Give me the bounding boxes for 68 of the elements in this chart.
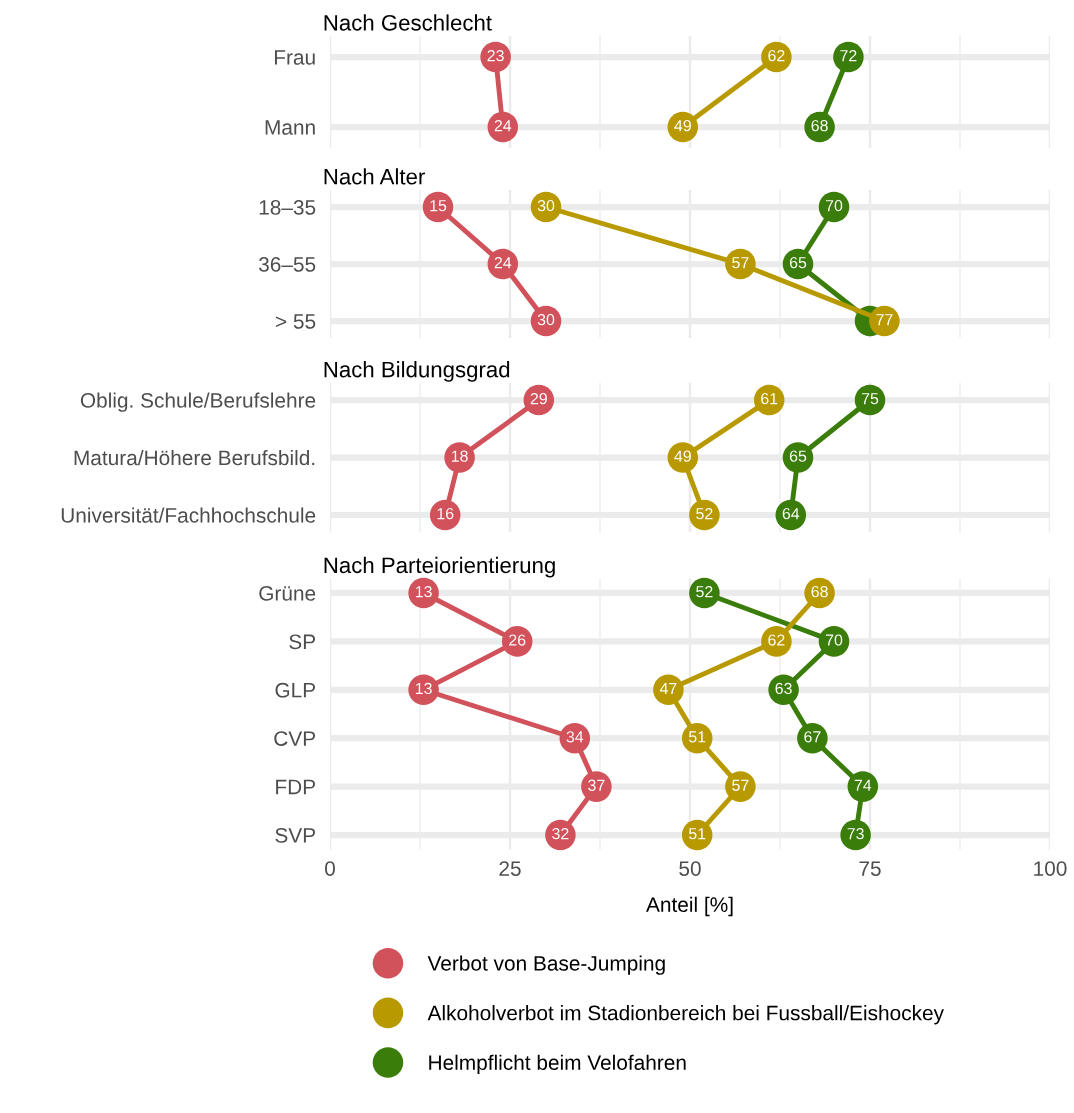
data-label: 65: [789, 256, 807, 269]
data-label: 75: [861, 393, 879, 405]
data-label: 18: [451, 450, 468, 462]
data-label: 13: [415, 682, 432, 695]
x-tick-label: 25: [499, 861, 521, 876]
data-label: 62: [768, 49, 785, 62]
data-label: 29: [530, 392, 547, 405]
data-label: 32: [552, 827, 569, 840]
y-tick-label: SP: [289, 634, 316, 650]
data-label: 68: [811, 585, 828, 598]
y-tick-label: FDP: [276, 779, 316, 795]
data-label: 47: [659, 682, 677, 694]
data-label: 77: [876, 314, 893, 326]
y-tick-label: SVP: [275, 828, 316, 843]
data-label: 34: [566, 731, 584, 743]
data-label: 65: [789, 450, 807, 462]
data-label: 64: [782, 507, 800, 520]
y-tick-label: 18–35: [259, 200, 316, 215]
data-label: 68: [811, 119, 828, 132]
y-tick-label: Oblig. Schule/Berufslehre: [80, 392, 316, 412]
data-label: 37: [588, 779, 605, 791]
data-label: 16: [437, 507, 454, 520]
data-label: 74: [854, 779, 872, 791]
y-tick-label: 36–55: [258, 257, 316, 272]
y-tick-label: CVP: [274, 731, 316, 746]
x-tick-label: 0: [325, 861, 335, 876]
chart-title: Nach Alter: [324, 168, 425, 185]
data-label: 62: [768, 634, 785, 646]
data-label: 52: [696, 507, 713, 520]
legend-label: Alkoholverbot im Stadionbereich bei Fussball/Eishockey: [427, 1005, 944, 1025]
y-tick-label: Frau: [274, 50, 315, 65]
x-tick-label: 75: [859, 861, 881, 876]
data-label: 23: [487, 49, 504, 62]
legend-label: Verbot von Base-Jumping: [427, 955, 665, 975]
chart-title: Nach Bildungsgrad: [324, 361, 510, 382]
y-tick-label: Matura/Höhere Berufsbild.: [74, 449, 315, 466]
data-label: 15: [430, 200, 447, 212]
y-tick-label: Universität/Fachhochschule: [61, 507, 316, 523]
data-label: 49: [674, 450, 691, 462]
x-tick-label: 50: [679, 861, 701, 876]
data-label: 49: [674, 119, 691, 132]
x-axis-title: Anteil [%]: [646, 896, 733, 917]
data-label: 52: [696, 585, 713, 598]
data-label: 57: [732, 257, 749, 269]
data-label: 63: [775, 682, 792, 695]
data-label: 72: [840, 49, 857, 62]
y-tick-label: GLP: [275, 682, 316, 698]
data-label: 61: [761, 392, 778, 405]
x-tick-label: 100: [1034, 861, 1067, 876]
data-label: 51: [688, 828, 706, 840]
data-label: 51: [688, 731, 706, 743]
data-label: 70: [825, 634, 843, 646]
data-label: 24: [494, 119, 512, 132]
legend-label: Helmpflicht beim Velofahren: [429, 1054, 686, 1075]
data-label: 30: [537, 199, 555, 212]
data-label: 73: [847, 827, 864, 840]
y-tick-label: > 55: [276, 314, 316, 329]
chart-title: Nach Parteiorientierung: [324, 556, 555, 578]
data-label: 30: [537, 313, 555, 326]
y-tick-label: Grüne: [259, 586, 316, 601]
data-label: 70: [825, 199, 843, 212]
data-label: 26: [509, 634, 526, 646]
data-label: 24: [494, 256, 512, 269]
data-label: 13: [415, 585, 432, 598]
data-label: 67: [804, 731, 821, 743]
data-label: 57: [732, 779, 749, 791]
y-tick-label: Mann: [265, 120, 315, 135]
chart-title: Nach Geschlecht: [324, 14, 492, 31]
